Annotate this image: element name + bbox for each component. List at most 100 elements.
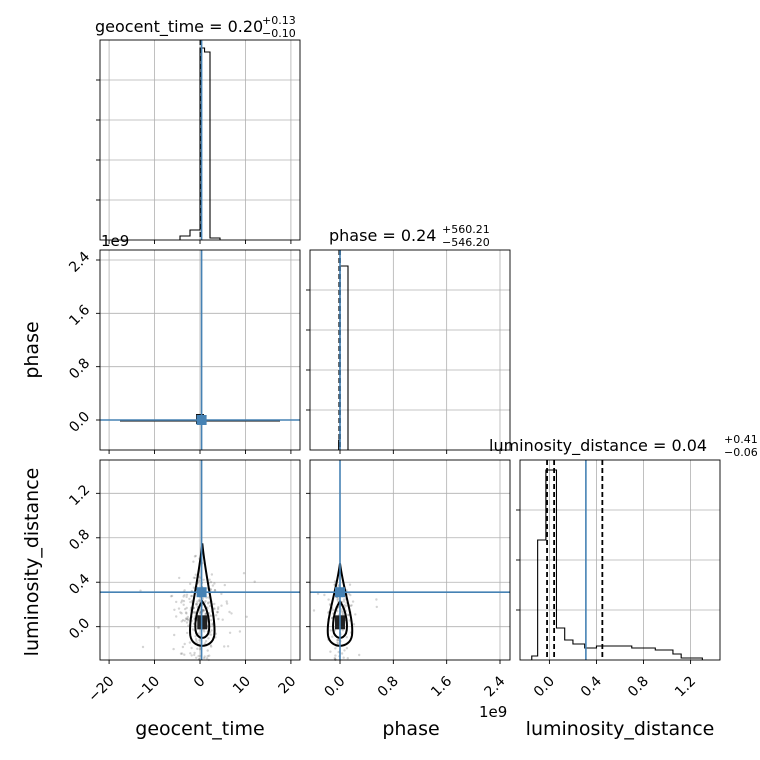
ld-vs-geocent-scatter-point-230	[203, 656, 206, 660]
ld-vs-geocent-scatter-point-352	[178, 576, 181, 580]
ld-vs-geocent-scatter-point-67	[202, 609, 205, 612]
ld-vs-phase-scatter-point-47	[336, 598, 339, 601]
ld-vs-geocent-xtick-label-2: 0	[191, 673, 209, 691]
ld-vs-phase-scatter-point-89	[336, 641, 339, 644]
title-luminosity-distance: luminosity_distance = 0.04 +0.41 −0.06	[489, 433, 758, 459]
ld-vs-geocent-scatter-point-394	[180, 601, 183, 604]
ld-vs-geocent-scatter-point-146	[180, 620, 183, 623]
ld-vs-geocent-scatter-point-12	[190, 594, 193, 598]
ld-vs-geocent-scatter-point-329	[194, 638, 198, 641]
ld-vs-geocent-ytick-label-1: 0.4	[66, 571, 93, 598]
ld-vs-geocent-scatter-point-267	[185, 606, 188, 610]
hist-ld-xtick-label-3: 1.2	[672, 673, 699, 700]
ld-vs-geocent-scatter-point-52	[193, 555, 197, 558]
ld-vs-geocent-scatter-point-336	[198, 648, 202, 651]
ld-vs-phase-scatter-point-58	[332, 608, 335, 612]
ld-vs-geocent-scatter-point-42	[207, 637, 210, 640]
hist-ld-xtick-label-0: 0.0	[531, 673, 558, 700]
ld-vs-geocent-scatter-point-123	[141, 645, 145, 649]
title-geocent-time-main: geocent_time = 0.20	[95, 17, 263, 37]
ld-vs-geocent-scatter-point-312	[228, 631, 232, 634]
ld-vs-geocent-scatter-point-293	[209, 619, 213, 622]
marks-layer	[100, 40, 703, 662]
ld-vs-geocent-scatter-point-216	[193, 576, 197, 580]
ld-vs-geocent-scatter-point-107	[202, 608, 205, 612]
ld-vs-geocent-scatter-point-398	[186, 618, 189, 621]
ld-vs-geocent-xtick-label-1: −10	[131, 673, 163, 705]
ld-vs-geocent-scatter-point-91	[208, 614, 212, 617]
ld-vs-geocent-scatter-point-274	[210, 645, 213, 648]
ld-vs-phase-scatter-point-163	[358, 653, 361, 657]
ld-vs-geocent-scatter-point-256	[213, 582, 216, 585]
ld-vs-geocent-xtick-label-4: 20	[276, 673, 300, 697]
ld-vs-phase-scatter-point-115	[349, 604, 352, 608]
ld-vs-phase-scatter-point-78	[336, 642, 340, 645]
grid-layer	[100, 40, 720, 660]
ld-vs-geocent-scatter-point-323	[210, 573, 214, 576]
ld-vs-geocent-scatter-point-361	[208, 578, 211, 581]
ld-vs-geocent-scatter-point-215	[216, 610, 219, 614]
ld-vs-phase-scatter-point-56	[327, 598, 330, 601]
ld-vs-geocent-scatter-point-321	[225, 602, 229, 605]
y-axis-label-phase: phase	[21, 321, 43, 378]
ld-vs-geocent-scatter-point-16	[183, 607, 187, 611]
ld-vs-geocent-scatter-point-169	[186, 631, 189, 635]
ld-vs-phase-scatter-point-107	[345, 604, 348, 607]
title-geocent-time-minus: −0.10	[262, 27, 296, 40]
ld-vs-phase-scatter-point-67	[346, 657, 349, 660]
ld-vs-geocent-scatter-point-155	[175, 615, 178, 618]
ld-vs-geocent-scatter-point-403	[182, 603, 185, 606]
ld-vs-geocent-scatter-point-389	[242, 572, 246, 575]
ld-vs-geocent-scatter-point-158	[217, 617, 220, 621]
ld-vs-geocent-scatter-point-276	[238, 630, 242, 633]
ld-vs-geocent-scatter-point-96	[208, 604, 212, 608]
ld-vs-phase-scatter-point-91	[334, 647, 337, 650]
ld-vs-geocent-scatter-point-180	[198, 600, 201, 603]
ld-vs-phase-scatter-point-157	[329, 629, 332, 632]
ld-vs-geocent-ytick-label-3: 1.2	[66, 482, 93, 509]
ld-vs-geocent-scatter-point-49	[203, 642, 207, 645]
title-luminosity-distance-minus: −0.06	[724, 446, 758, 459]
ld-vs-geocent-scatter-point-8	[206, 649, 209, 652]
ld-vs-geocent-scatter-point-232	[194, 603, 198, 606]
title-phase-minus: −546.20	[442, 236, 490, 249]
ld-vs-geocent-scatter-point-194	[185, 621, 189, 624]
ld-vs-geocent-scatter-point-25	[196, 600, 199, 603]
ld-vs-phase-scatter-point-123	[342, 613, 345, 616]
ld-vs-geocent-scatter-point-324	[195, 656, 198, 659]
title-phase: phase = 0.24 +560.21 −546.20	[329, 223, 490, 249]
ld-vs-geocent-scatter-point-347	[184, 617, 188, 620]
ld-vs-geocent-scatter-point-333	[203, 630, 206, 633]
offset-text-phase-y: 1e9	[101, 232, 129, 250]
ld-vs-geocent-scatter-point-138	[185, 612, 188, 615]
ld-vs-geocent-scatter-point-166	[213, 589, 217, 592]
title-phase-main: phase = 0.24	[329, 226, 436, 245]
ld-vs-geocent-scatter-point-332	[193, 651, 196, 655]
ld-vs-phase-scatter-point-86	[375, 605, 378, 609]
ld-vs-geocent-scatter-point-311	[185, 617, 188, 620]
ld-vs-geocent-scatter-point-402	[183, 619, 186, 622]
ld-vs-geocent-scatter-point-209	[183, 642, 186, 646]
ld-vs-phase-scatter-point-169	[345, 647, 349, 650]
ld-vs-phase-scatter-point-121	[343, 649, 346, 652]
ld-vs-geocent-scatter-point-196	[197, 654, 200, 658]
ld-vs-geocent-scatter-point-189	[139, 589, 142, 592]
ld-vs-phase-xtick-label-2: 1.6	[428, 673, 455, 700]
hist-ld-xtick-label-1: 0.4	[578, 673, 605, 700]
ld-vs-phase-scatter-point-130	[329, 650, 332, 653]
ld-vs-geocent-scatter-point-69	[192, 560, 195, 563]
ld-vs-geocent-xtick-label-3: 10	[230, 673, 254, 697]
ld-vs-geocent-scatter-point-134	[209, 580, 213, 584]
ld-vs-geocent-scatter-point-31	[191, 628, 195, 631]
ld-vs-phase-scatter-point-83	[352, 623, 356, 626]
ld-vs-geocent-scatter-point-106	[179, 611, 182, 614]
ld-vs-phase-scatter-point-129	[333, 656, 336, 660]
ld-vs-geocent-scatter-point-381	[217, 606, 220, 609]
ld-vs-phase-scatter-point-94	[336, 610, 339, 613]
ld-vs-geocent-scatter-point-126	[170, 594, 174, 598]
y-axis-label-luminosity-distance: luminosity_distance	[21, 468, 43, 657]
title-geocent-time: geocent_time = 0.20 +0.13 −0.10	[95, 14, 296, 40]
ld-vs-geocent-scatter-point-238	[180, 612, 183, 615]
ld-vs-phase-scatter-point-60	[312, 609, 316, 612]
